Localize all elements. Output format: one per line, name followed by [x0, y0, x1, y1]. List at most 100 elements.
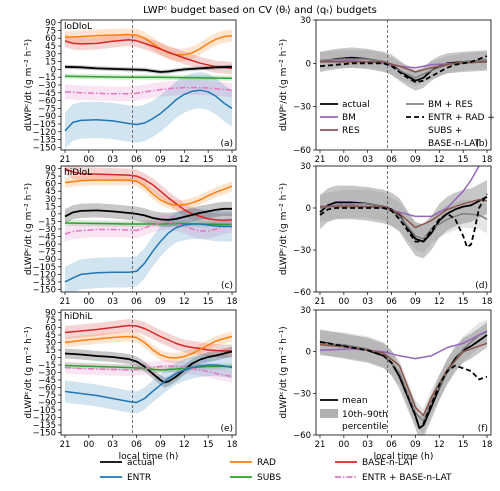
legend-label: ENTR + RAD +	[428, 113, 495, 123]
plot-area	[319, 319, 488, 435]
panel-label: (f)	[478, 424, 488, 434]
y-tick-label: −150	[33, 143, 56, 153]
x-tick-label: 21	[315, 155, 326, 165]
series-line-actual	[64, 65, 233, 73]
series-line-base-n-lat	[64, 167, 233, 222]
band-actual	[320, 322, 487, 435]
y-tick-label: 30	[45, 195, 56, 205]
y-tick-label: −30	[293, 103, 311, 113]
x-tick-label: 21	[60, 440, 71, 450]
panels: 9075604530150−15−30−45−60−75−90−105−120−…	[24, 16, 495, 462]
panel-label: (e)	[220, 424, 233, 434]
y-tick-label: −15	[38, 217, 56, 227]
y-tick-label: 45	[45, 187, 56, 197]
x-tick-label: 03	[107, 155, 118, 165]
y-tick-label: 60	[45, 34, 56, 44]
x-tick-label: 15	[458, 155, 469, 165]
band-entr	[65, 72, 232, 149]
y-tick-label: 0	[51, 354, 56, 364]
x-tick-label: 18	[227, 297, 238, 307]
y-tick-label: −120	[33, 128, 56, 138]
series-line-entr-rad-subs-base-n-lat	[319, 193, 488, 249]
axes-frame	[315, 165, 492, 293]
y-tick-label: −75	[38, 391, 56, 401]
panel-label: (c)	[221, 281, 233, 291]
x-tick-label: 12	[434, 297, 445, 307]
y-tick-label: −15	[38, 73, 56, 83]
y-axis-label: dLWPᶜ/dt (g m⁻² h⁻¹)	[279, 183, 289, 275]
y-tick-label: −15	[38, 361, 56, 371]
y-tick-label: 90	[45, 165, 56, 175]
y-tick-label: 15	[45, 202, 56, 212]
bottom-legend-label: SUBS	[257, 473, 281, 483]
y-tick-label: 60	[45, 324, 56, 334]
legend-label: BASE-n-LAT	[428, 139, 481, 149]
plot-area	[64, 28, 233, 149]
series-line-entr-rad-subs-base-n-lat	[319, 341, 488, 429]
series-line-bm-res	[319, 331, 488, 422]
legend-swatch	[320, 409, 338, 418]
x-tick-label: 21	[315, 297, 326, 307]
panel-b: 30 0 −30 −60 21 00 03 06 09 12 15 18 dLWPᶜ/dt (g m⁻²…	[279, 16, 495, 165]
series-line-rad	[64, 179, 233, 207]
panel-d: 30 0 −30 −60 21 00 03 06 09 12 15 18 dLWPᶜ/dt (g m⁻²…	[279, 162, 492, 307]
axes-frame	[315, 19, 492, 151]
y-tick-label: −135	[33, 421, 56, 431]
y-tick-label: 30	[300, 306, 311, 316]
y-tick-label: 30	[300, 162, 311, 172]
y-tick-label: 30	[45, 339, 56, 349]
y-tick-label: −150	[33, 285, 56, 295]
series-line-res	[320, 61, 488, 73]
x-tick-label: 00	[338, 155, 349, 165]
x-tick-label: 12	[434, 440, 445, 450]
x-tick-label: 18	[482, 440, 493, 450]
y-tick-label: 15	[45, 58, 56, 68]
y-tick-label: 75	[45, 172, 56, 182]
y-tick-label: −60	[38, 384, 56, 394]
series-line-entr-base-n-lat	[64, 221, 233, 235]
band-base-n-lat	[65, 166, 232, 227]
legend-label: 10th–90th	[342, 410, 388, 420]
y-tick-label: −45	[38, 233, 56, 243]
y-tick-label: 15	[45, 346, 56, 356]
band-rad	[65, 175, 232, 211]
panel-legend: actual BM + RES BM ENTR + RAD + RES SUBS + BAS…	[320, 100, 495, 149]
panel-title: loDloL	[64, 22, 92, 32]
legend-label: mean	[342, 396, 368, 406]
bottom-legend-label: ENTR + BASE-n-LAT	[362, 473, 452, 483]
x-tick-label: 09	[155, 155, 166, 165]
series-line-rad	[64, 335, 233, 359]
y-tick-label: 60	[45, 180, 56, 190]
y-tick-label: −30	[293, 246, 311, 256]
band-base-n-lat	[65, 33, 232, 75]
x-tick-label: 15	[203, 440, 214, 450]
panel-label: (a)	[220, 139, 233, 149]
series-line-subs	[64, 75, 233, 79]
y-tick-label: −30	[38, 81, 56, 91]
x-tick-label: 09	[410, 440, 421, 450]
series-line-entr-rad-subs-base-n-lat	[319, 55, 488, 83]
x-tick-label: 03	[362, 297, 373, 307]
x-tick-label: 18	[482, 155, 493, 165]
x-tick-label: 00	[83, 440, 94, 450]
y-tick-label: −90	[38, 255, 56, 265]
x-tick-label: 15	[458, 297, 469, 307]
legend-label: SUBS +	[428, 126, 462, 136]
bottom-legend-label: RAD	[257, 458, 276, 468]
y-tick-label: −105	[33, 120, 56, 130]
x-tick-label: 18	[227, 155, 238, 165]
x-tick-label: 12	[179, 297, 190, 307]
series-line-subs	[64, 364, 232, 371]
legend-label: BM	[342, 113, 356, 123]
y-axis-label: dLWPᶜ/dt (g m⁻² h⁻¹)	[24, 183, 34, 275]
x-tick-label: 21	[315, 440, 326, 450]
panel-e: 9075604530150−15−30−45−60−75−90−105−120−…	[24, 309, 237, 463]
plot-area	[64, 319, 233, 414]
series-line-actual	[64, 207, 232, 221]
y-tick-label: −30	[38, 369, 56, 379]
x-tick-label: 09	[410, 297, 421, 307]
y-tick-label: 90	[45, 309, 56, 319]
series-line-entr	[64, 89, 233, 132]
series-line-entr	[64, 364, 233, 404]
